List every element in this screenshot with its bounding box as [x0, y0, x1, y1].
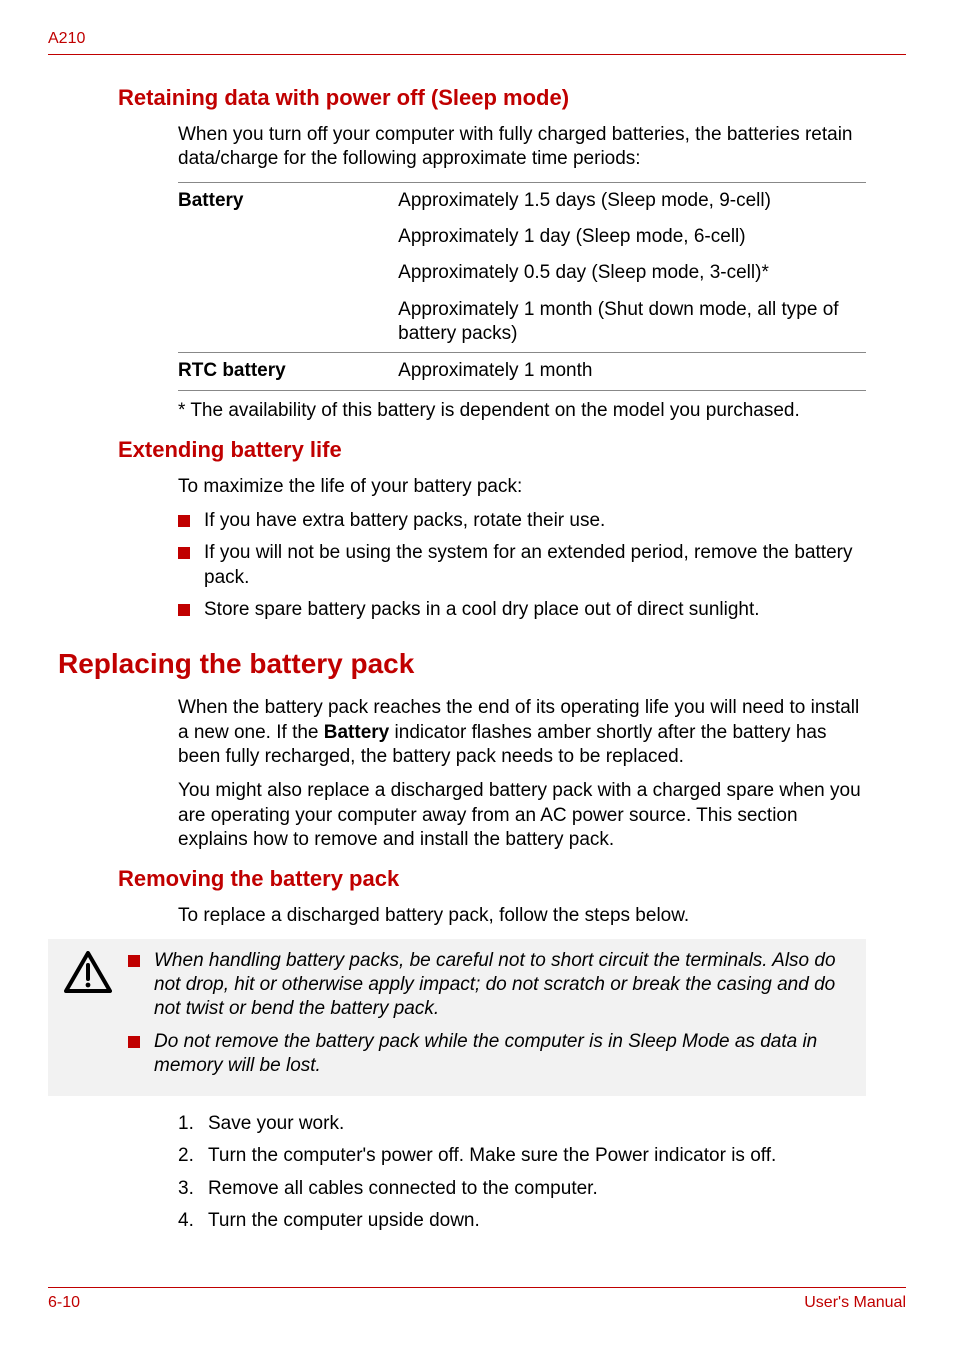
replacing-body: When the battery pack reaches the end of… [178, 696, 866, 852]
table-row: Approximately 1 month (Shut down mode, a… [178, 292, 866, 353]
list-item-text: If you will not be using the system for … [204, 541, 866, 590]
step-text: Turn the computer upside down. [208, 1209, 480, 1233]
step-text: Remove all cables connected to the compu… [208, 1177, 598, 1201]
caution-list: When handling battery packs, be careful … [128, 949, 852, 1087]
header-product-label: A210 [48, 30, 866, 48]
retention-table: Battery Approximately 1.5 days (Sleep mo… [178, 182, 866, 391]
list-item-text: Store spare battery packs in a cool dry … [204, 598, 866, 622]
table-row: Battery Approximately 1.5 days (Sleep mo… [178, 182, 866, 219]
removing-intro: To replace a discharged battery pack, fo… [178, 904, 866, 928]
replacing-para2: You might also replace a discharged batt… [178, 779, 866, 852]
para-bold: Battery [324, 722, 389, 743]
bullet-icon [128, 1036, 140, 1048]
table-cell-label: RTC battery [178, 353, 398, 390]
caution-icon [48, 949, 128, 1000]
retaining-intro: When you turn off your computer with ful… [178, 123, 866, 172]
heading-retaining: Retaining data with power off (Sleep mod… [118, 85, 866, 111]
table-cell-label [178, 292, 398, 353]
header-rule [48, 54, 906, 55]
page: A210 Retaining data with power off (Slee… [0, 0, 954, 1352]
step-item: Save your work. [178, 1112, 866, 1136]
footer-row: 6-10 User's Manual [48, 1294, 906, 1312]
heading-extending: Extending battery life [118, 437, 866, 463]
extending-intro: To maximize the life of your battery pac… [178, 475, 866, 499]
caution-text: Do not remove the battery pack while the… [154, 1030, 852, 1079]
step-item: Turn the computer upside down. [178, 1209, 866, 1233]
step-item: Remove all cables connected to the compu… [178, 1177, 866, 1201]
bullet-icon [178, 515, 190, 527]
retaining-body: When you turn off your computer with ful… [178, 123, 866, 423]
table-row: Approximately 0.5 day (Sleep mode, 3-cel… [178, 255, 866, 291]
bullet-icon [178, 604, 190, 616]
table-cell-label [178, 255, 398, 291]
table-cell-value: Approximately 1.5 days (Sleep mode, 9-ce… [398, 182, 866, 219]
list-item: If you have extra battery packs, rotate … [178, 509, 866, 533]
extending-body: To maximize the life of your battery pac… [178, 475, 866, 623]
heading-removing: Removing the battery pack [118, 866, 866, 892]
footer-rule [48, 1287, 906, 1288]
list-item: Do not remove the battery pack while the… [128, 1030, 852, 1079]
footer-page-number: 6-10 [48, 1294, 80, 1312]
extending-list: If you have extra battery packs, rotate … [178, 509, 866, 622]
list-item: When handling battery packs, be careful … [128, 949, 852, 1022]
table-cell-value: Approximately 1 day (Sleep mode, 6-cell) [398, 219, 866, 255]
retaining-footnote: * The availability of this battery is de… [178, 399, 866, 423]
bullet-icon [128, 955, 140, 967]
step-text: Turn the computer's power off. Make sure… [208, 1144, 776, 1168]
footer-doc-title: User's Manual [804, 1294, 906, 1312]
table-row: RTC battery Approximately 1 month [178, 353, 866, 390]
table-row: Approximately 1 day (Sleep mode, 6-cell) [178, 219, 866, 255]
list-item: If you will not be using the system for … [178, 541, 866, 590]
list-item-text: If you have extra battery packs, rotate … [204, 509, 866, 533]
table-cell-label [178, 219, 398, 255]
step-text: Save your work. [208, 1112, 344, 1136]
removing-steps: Save your work. Turn the computer's powe… [178, 1112, 866, 1233]
table-cell-value: Approximately 1 month [398, 353, 866, 390]
removing-body: To replace a discharged battery pack, fo… [178, 904, 866, 928]
footer: 6-10 User's Manual [48, 1287, 906, 1312]
step-item: Turn the computer's power off. Make sure… [178, 1144, 866, 1168]
bullet-icon [178, 547, 190, 559]
caution-text: When handling battery packs, be careful … [154, 949, 852, 1022]
heading-replacing: Replacing the battery pack [58, 648, 866, 680]
list-item: Store spare battery packs in a cool dry … [178, 598, 866, 622]
table-cell-value: Approximately 1 month (Shut down mode, a… [398, 292, 866, 353]
steps-list: Save your work. Turn the computer's powe… [178, 1112, 866, 1233]
caution-box: When handling battery packs, be careful … [48, 939, 866, 1097]
replacing-para1: When the battery pack reaches the end of… [178, 696, 866, 769]
table-cell-value: Approximately 0.5 day (Sleep mode, 3-cel… [398, 255, 866, 291]
table-cell-label: Battery [178, 182, 398, 219]
